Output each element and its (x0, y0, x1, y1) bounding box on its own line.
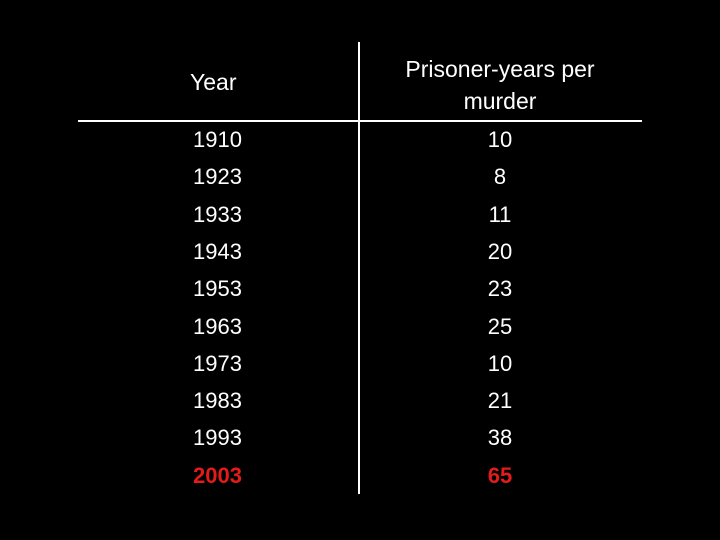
value-cell: 10 (487, 350, 513, 376)
year-cell: 1983 (193, 388, 242, 414)
value-cell: 21 (487, 388, 513, 414)
year-cell: 1910 (193, 127, 242, 152)
value-cell: 20 (487, 238, 513, 264)
header-rule (78, 120, 642, 122)
year-cell: 1943 (193, 238, 242, 264)
value-cell: 10 (487, 127, 513, 152)
column-rule (358, 42, 360, 494)
year-cell: 1963 (193, 313, 242, 339)
year-cell: 2003 (193, 462, 242, 488)
value-cell: 25 (487, 313, 513, 339)
value-cell: 8 (493, 164, 507, 190)
year-cell: 1953 (193, 276, 242, 302)
value-cell: 11 (488, 201, 512, 227)
header-cell: Prisoner-years per murder (405, 56, 595, 114)
value-cell: 38 (487, 425, 513, 451)
year-cell: 1933 (193, 201, 242, 227)
header-cell: Year (190, 69, 237, 95)
year-cell: 1923 (193, 164, 242, 190)
value-cell: 23 (487, 276, 513, 302)
year-cell: 1993 (193, 425, 242, 451)
year-cell: 1973 (193, 350, 242, 376)
value-cell: 65 (487, 462, 513, 488)
